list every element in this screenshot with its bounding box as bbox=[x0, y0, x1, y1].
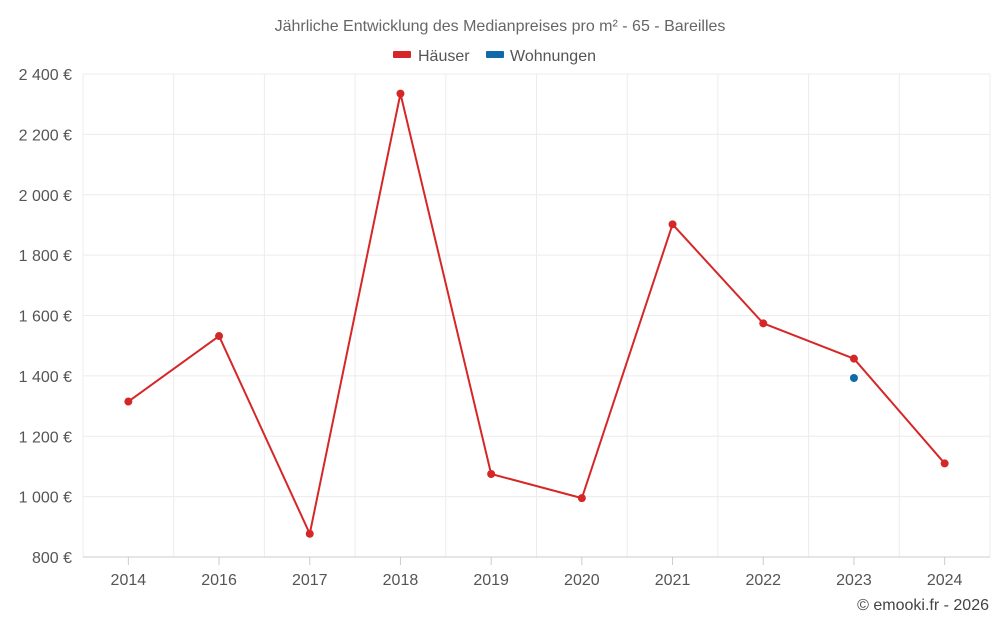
legend: Häuser Wohnungen bbox=[393, 48, 596, 65]
legend-label-haeuser: Häuser bbox=[418, 48, 470, 65]
legend-item-wohnungen[interactable]: Wohnungen bbox=[486, 48, 596, 65]
data-point-haeuser[interactable] bbox=[305, 529, 314, 538]
x-tick-label: 2018 bbox=[383, 572, 419, 589]
x-tick-label: 2024 bbox=[927, 572, 963, 589]
data-point-haeuser[interactable] bbox=[124, 397, 133, 406]
y-tick-label: 2 000 € bbox=[19, 188, 72, 205]
data-point-haeuser[interactable] bbox=[849, 354, 858, 363]
credit-text: © emooki.fr - 2026 bbox=[857, 597, 989, 614]
x-tick-label: 2021 bbox=[655, 572, 691, 589]
series-line-haeuser bbox=[127, 92, 946, 535]
y-tick-label: 1 800 € bbox=[19, 248, 72, 265]
y-tick-label: 1 200 € bbox=[19, 429, 72, 446]
data-point-haeuser[interactable] bbox=[759, 319, 768, 328]
data-point-haeuser[interactable] bbox=[487, 469, 496, 478]
y-tick-label: 1 400 € bbox=[19, 369, 72, 386]
y-tick-label: 2 400 € bbox=[19, 67, 72, 84]
data-point-wohnungen[interactable] bbox=[849, 373, 858, 382]
x-tick-label: 2017 bbox=[292, 572, 328, 589]
data-point-haeuser[interactable] bbox=[577, 494, 586, 503]
data-point-haeuser[interactable] bbox=[668, 220, 677, 229]
legend-label-wohnungen: Wohnungen bbox=[510, 48, 596, 65]
data-point-haeuser[interactable] bbox=[215, 332, 224, 341]
y-tick-label: 1 600 € bbox=[19, 309, 72, 326]
x-tick-label: 2020 bbox=[564, 572, 600, 589]
data-point-haeuser[interactable] bbox=[396, 89, 405, 98]
x-tick-label: 2014 bbox=[111, 572, 147, 589]
x-tick-label: 2019 bbox=[473, 572, 509, 589]
axes: 800 € 1 000 € 1 200 € 1 400 € 1 600 € 1 800 €… bbox=[19, 67, 990, 589]
legend-swatch-haeuser bbox=[393, 51, 411, 58]
y-tick-label: 2 200 € bbox=[19, 127, 72, 144]
legend-swatch-wohnungen bbox=[486, 51, 504, 58]
x-tick-label: 2023 bbox=[836, 572, 872, 589]
x-tick-label: 2016 bbox=[201, 572, 237, 589]
series bbox=[124, 89, 949, 538]
data-point-haeuser[interactable] bbox=[940, 459, 949, 468]
legend-item-haeuser[interactable]: Häuser bbox=[393, 48, 470, 65]
grid bbox=[82, 73, 991, 557]
series-haeuser bbox=[124, 89, 949, 538]
y-tick-label: 800 € bbox=[32, 550, 72, 567]
series-wohnungen bbox=[849, 373, 858, 382]
x-tick-label: 2022 bbox=[745, 572, 781, 589]
y-tick-label: 1 000 € bbox=[19, 490, 72, 507]
chart-title: Jährliche Entwicklung des Medianpreises … bbox=[275, 18, 726, 35]
